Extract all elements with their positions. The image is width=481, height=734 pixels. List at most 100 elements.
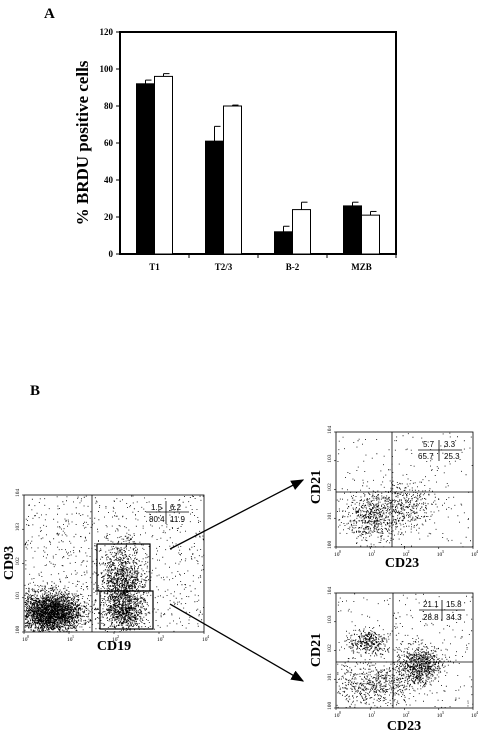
x-decade-exponent: 0	[339, 710, 341, 715]
y-tick-label: 0	[109, 249, 114, 259]
y-decade-label: 102	[15, 557, 21, 566]
y-axis-label: CD93	[2, 546, 17, 580]
bar	[223, 105, 242, 255]
bar	[292, 209, 311, 255]
dot-cloud-points	[336, 432, 474, 548]
y-tick-label: 40	[104, 175, 114, 185]
x-decade-label: 10	[403, 552, 409, 558]
x-decade-label: 10	[368, 552, 374, 558]
x-axis-label: CD23	[385, 556, 419, 571]
bar	[274, 231, 293, 255]
x-decade-label: 10	[157, 637, 163, 643]
x-decade-exponent: 3	[442, 549, 444, 554]
x-decade-exponent: 2	[408, 710, 410, 715]
x-decade-label: 10	[437, 713, 443, 719]
y-decade-label: 100	[327, 541, 333, 550]
x-decade-exponent: 4	[476, 549, 478, 554]
x-decade-exponent: 3	[442, 710, 444, 715]
y-decade-label: 102	[327, 644, 333, 653]
y-decade-label: 104	[15, 489, 21, 498]
dot-cloud-points	[336, 593, 474, 708]
x-axis-label: CD23	[387, 719, 421, 734]
x-decade-exponent: 2	[408, 549, 410, 554]
dot-cloud	[24, 495, 205, 633]
y-decade-label: 100	[15, 626, 21, 635]
quad-ur: 6.2	[170, 503, 182, 512]
bar	[343, 205, 362, 255]
x-decade-label: 10	[67, 637, 73, 643]
dot-cloud	[336, 432, 474, 548]
x-decade-exponent: 4	[476, 710, 478, 715]
y-tick-label: 60	[104, 138, 114, 148]
x-decade-label: 10	[112, 637, 118, 643]
flow-plot-cd21-cd23-top: 5.7 3.3 65.7 25.3 CD23 CD21 100100101101…	[309, 426, 478, 572]
y-tick-label: 20	[104, 212, 114, 222]
x-decade-label: 10	[334, 713, 340, 719]
y-decade-label: 104	[327, 587, 333, 596]
y-decade-label: 104	[327, 426, 333, 435]
bar	[205, 140, 224, 255]
flow-plot-cd93-cd19: 1.5 6.2 80.4 11.9 CD19 CD93 100100101101…	[2, 489, 209, 655]
x-decade-exponent: 0	[339, 549, 341, 554]
quad-lr: 25.3	[444, 452, 460, 461]
x-decade-exponent: 3	[162, 634, 164, 639]
x-decade-label: 10	[202, 637, 208, 643]
y-tick-label: 120	[100, 27, 114, 37]
y-decade-label: 101	[15, 591, 21, 600]
dot-cloud	[336, 593, 474, 708]
bar-chart: % BRDU positive cells 0 20 40 60 80 100 120 T1…	[73, 27, 397, 272]
quad-ul: 1.5	[151, 503, 163, 512]
quad-ur: 3.3	[444, 440, 456, 449]
y-decade-label: 103	[15, 523, 21, 532]
y-axis-label: % BRDU positive cells	[73, 60, 92, 225]
bar	[361, 214, 380, 255]
y-decade-label: 103	[327, 454, 333, 463]
arrow-lower-gate	[169, 603, 305, 682]
x-decade-label: 10	[403, 713, 409, 719]
quad-ll: 28.8	[423, 613, 439, 622]
flow-frame	[335, 431, 474, 548]
arrow-upper-gate	[169, 479, 305, 550]
panel-label-a: A	[44, 6, 55, 22]
y-decade-label: 101	[327, 512, 333, 521]
x-decade-exponent: 2	[117, 634, 119, 639]
x-decade-exponent: 1	[72, 634, 74, 639]
y-ticks: 0 20 40 60 80 100 120	[100, 27, 120, 259]
y-decade-label: 101	[327, 673, 333, 682]
quad-ll: 80.4	[149, 515, 165, 524]
x-decade-label: 10	[471, 552, 477, 558]
flow-plot-cd21-cd23-bottom: 21.1 15.8 28.8 34.3 CD23 CD21 1001001011…	[309, 587, 478, 734]
x-decade-label: 10	[368, 713, 374, 719]
x-decade-exponent: 4	[207, 634, 209, 639]
x-decade-label: 10	[334, 552, 340, 558]
bars	[136, 73, 380, 255]
x-decade-exponent: 1	[373, 710, 375, 715]
x-decade-exponent: 0	[27, 634, 29, 639]
x-decade-label: 10	[471, 713, 477, 719]
gate-lower	[99, 590, 154, 630]
y-axis-label: CD21	[309, 633, 324, 667]
y-axis-label: CD21	[309, 470, 324, 504]
bar	[154, 75, 173, 255]
quad-lr: 11.9	[170, 515, 186, 524]
y-decade-label: 102	[327, 483, 333, 492]
x-tick-label: B-2	[286, 262, 300, 272]
quad-ul: 5.7	[423, 440, 435, 449]
x-ticks: T1 T2/3 B-2 MZB	[149, 254, 397, 272]
x-decade-exponent: 1	[373, 549, 375, 554]
quad-ll: 65.7	[418, 452, 434, 461]
quad-lr: 34.3	[446, 613, 462, 622]
bar	[136, 83, 155, 255]
quad-ul: 21.1	[423, 600, 439, 609]
panel-label-b: B	[30, 383, 40, 399]
y-decade-label: 100	[327, 702, 333, 711]
y-tick-label: 100	[100, 64, 114, 74]
x-axis-label: CD19	[97, 639, 131, 654]
x-tick-label: T2/3	[215, 262, 233, 272]
x-decade-label: 10	[437, 552, 443, 558]
y-tick-label: 80	[104, 101, 114, 111]
